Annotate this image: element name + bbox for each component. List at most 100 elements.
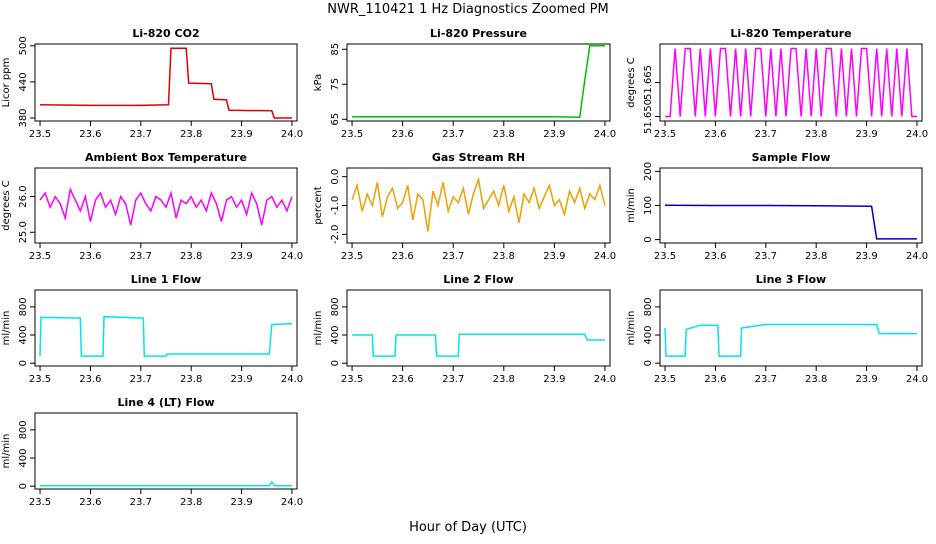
data-line <box>39 315 293 357</box>
y-tick-label: 800 <box>18 297 29 316</box>
data-line <box>351 176 606 232</box>
panel-title: Line 2 Flow <box>443 273 513 286</box>
plot-frame <box>659 43 923 122</box>
x-tick-label: 23.9 <box>543 129 565 140</box>
y-tick-label: 100 <box>643 196 654 215</box>
x-tick-label: 23.9 <box>230 497 252 508</box>
x-tick-label: 23.6 <box>392 374 414 385</box>
x-tick-label: 24.0 <box>594 374 616 385</box>
y-tick-label: 26.0 <box>18 185 29 207</box>
y-axis-label: degrees C <box>626 57 637 107</box>
data-line <box>664 323 917 357</box>
x-tick-label: 23.6 <box>79 251 101 262</box>
x-tick-label: 23.8 <box>493 129 515 140</box>
x-tick-label: 23.8 <box>180 251 202 262</box>
plot-frame <box>34 43 298 122</box>
panel-title: Line 1 Flow <box>131 273 201 286</box>
y-tick-label: 400 <box>18 448 29 467</box>
y-axis-label: ml/min <box>626 188 637 223</box>
y-tick-label: -2.0 <box>330 225 341 245</box>
y-tick-label: 0 <box>18 483 29 489</box>
x-tick-label: 23.7 <box>130 374 152 385</box>
x-tick-label: 23.6 <box>704 251 726 262</box>
x-tick-label: 23.5 <box>29 129 51 140</box>
y-axis-label: degrees C <box>1 180 12 230</box>
data-line <box>352 333 605 357</box>
x-tick-label: 24.0 <box>281 497 303 508</box>
data-line <box>40 480 292 487</box>
x-tick-label: 23.9 <box>230 374 252 385</box>
x-tick-label: 23.8 <box>805 129 827 140</box>
panel-title: Sample Flow <box>752 151 831 164</box>
y-axis-label: kPa <box>313 74 324 92</box>
y-tick-label: 0.0 <box>330 169 341 185</box>
x-tick-label: 23.6 <box>392 129 414 140</box>
x-tick-label: 23.8 <box>805 374 827 385</box>
x-tick-label: 23.8 <box>493 374 515 385</box>
y-tick-label: 51.650 <box>643 99 654 134</box>
plot-frame <box>659 289 923 367</box>
x-tick-label: 23.6 <box>704 129 726 140</box>
y-tick-label: 500 <box>18 36 29 55</box>
x-tick-label: 23.7 <box>442 251 464 262</box>
panel-title: Line 3 Flow <box>756 273 826 286</box>
panel-title: Li-820 Pressure <box>430 27 527 40</box>
x-tick-label: 23.6 <box>79 497 101 508</box>
x-tick-label: 23.7 <box>442 129 464 140</box>
plot-frame <box>34 289 298 367</box>
x-tick-label: 23.9 <box>230 129 252 140</box>
x-tick-label: 23.8 <box>493 251 515 262</box>
data-line <box>352 45 605 118</box>
x-tick-label: 24.0 <box>594 251 616 262</box>
x-tick-label: 24.0 <box>594 129 616 140</box>
x-tick-label: 23.7 <box>130 129 152 140</box>
plot-frame <box>659 167 923 244</box>
x-tick-label: 24.0 <box>281 251 303 262</box>
y-tick-label: 800 <box>643 297 654 316</box>
y-tick-label: 0 <box>18 360 29 366</box>
y-axis-label: ml/min <box>313 311 324 346</box>
x-tick-label: 23.9 <box>855 251 877 262</box>
x-tick-label: 23.5 <box>341 129 363 140</box>
page-title: NWR_110421 1 Hz Diagnostics Zoomed PM <box>327 2 609 17</box>
y-tick-label: 800 <box>330 297 341 316</box>
x-tick-label: 24.0 <box>906 129 928 140</box>
plot-frame <box>346 167 611 244</box>
y-tick-label: 25.0 <box>18 221 29 243</box>
y-tick-label: 380 <box>18 108 29 127</box>
x-tick-label: 23.5 <box>654 374 676 385</box>
x-tick-label: 23.6 <box>392 251 414 262</box>
x-tick-label: 23.5 <box>29 251 51 262</box>
data-line <box>39 186 293 226</box>
x-tick-label: 23.8 <box>180 129 202 140</box>
x-tick-label: 24.0 <box>906 251 928 262</box>
x-tick-label: 23.9 <box>230 251 252 262</box>
y-tick-label: 51.665 <box>643 65 654 100</box>
y-axis-label: ml/min <box>626 311 637 346</box>
x-tick-label: 24.0 <box>906 374 928 385</box>
plot-frame <box>34 167 298 244</box>
x-tick-label: 23.5 <box>654 129 676 140</box>
x-tick-label: 23.8 <box>805 251 827 262</box>
x-tick-label: 23.9 <box>855 374 877 385</box>
x-tick-label: 23.5 <box>29 497 51 508</box>
panel-title: Li-820 CO2 <box>132 27 199 40</box>
y-tick-label: 85 <box>330 43 341 56</box>
x-tick-label: 23.6 <box>79 129 101 140</box>
x-tick-label: 23.9 <box>543 374 565 385</box>
panel-title: Li-820 Temperature <box>730 27 851 40</box>
y-axis-label: Licor ppm <box>1 58 12 108</box>
y-tick-label: 800 <box>18 420 29 439</box>
plot-frame <box>346 43 611 122</box>
y-tick-label: 65 <box>330 113 341 126</box>
y-tick-label: 400 <box>330 325 341 344</box>
data-line <box>664 204 917 240</box>
x-tick-label: 23.8 <box>180 374 202 385</box>
x-tick-label: 24.0 <box>281 129 303 140</box>
x-tick-label: 23.9 <box>543 251 565 262</box>
x-axis-label: Hour of Day (UTC) <box>409 520 527 535</box>
x-tick-label: 23.6 <box>79 374 101 385</box>
x-tick-label: 23.8 <box>180 497 202 508</box>
